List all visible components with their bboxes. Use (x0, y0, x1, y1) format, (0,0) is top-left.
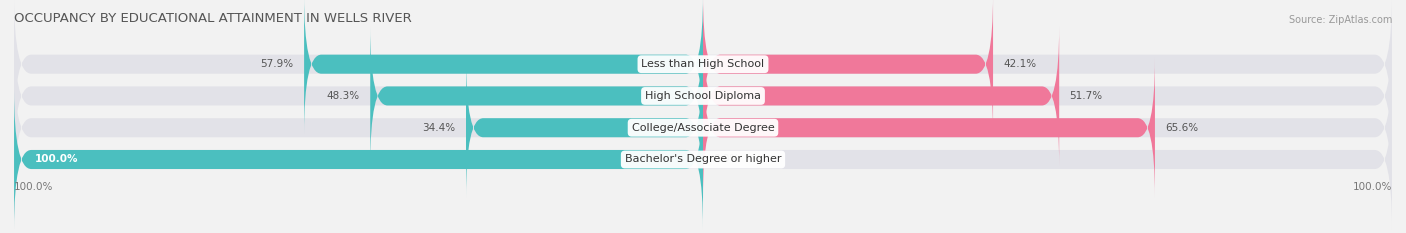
Text: 42.1%: 42.1% (1004, 59, 1036, 69)
Text: Source: ZipAtlas.com: Source: ZipAtlas.com (1288, 15, 1392, 25)
FancyBboxPatch shape (14, 0, 1392, 134)
Text: 100.0%: 100.0% (1353, 182, 1392, 192)
Text: 57.9%: 57.9% (260, 59, 294, 69)
FancyBboxPatch shape (14, 90, 1392, 230)
Text: High School Diploma: High School Diploma (645, 91, 761, 101)
FancyBboxPatch shape (14, 90, 703, 230)
Text: Less than High School: Less than High School (641, 59, 765, 69)
FancyBboxPatch shape (703, 58, 1154, 198)
FancyBboxPatch shape (465, 58, 703, 198)
Text: 34.4%: 34.4% (423, 123, 456, 133)
Text: OCCUPANCY BY EDUCATIONAL ATTAINMENT IN WELLS RIVER: OCCUPANCY BY EDUCATIONAL ATTAINMENT IN W… (14, 12, 412, 25)
Text: 51.7%: 51.7% (1070, 91, 1102, 101)
Legend: Owner-occupied, Renter-occupied: Owner-occupied, Renter-occupied (586, 230, 820, 233)
FancyBboxPatch shape (14, 26, 1392, 166)
Text: 0.0%: 0.0% (713, 154, 740, 164)
Text: 48.3%: 48.3% (326, 91, 360, 101)
Text: 65.6%: 65.6% (1166, 123, 1198, 133)
FancyBboxPatch shape (370, 26, 703, 166)
FancyBboxPatch shape (304, 0, 703, 134)
Text: Bachelor's Degree or higher: Bachelor's Degree or higher (624, 154, 782, 164)
FancyBboxPatch shape (14, 58, 1392, 198)
Text: 100.0%: 100.0% (14, 182, 53, 192)
Text: College/Associate Degree: College/Associate Degree (631, 123, 775, 133)
FancyBboxPatch shape (703, 0, 993, 134)
Text: 100.0%: 100.0% (35, 154, 79, 164)
FancyBboxPatch shape (703, 26, 1059, 166)
